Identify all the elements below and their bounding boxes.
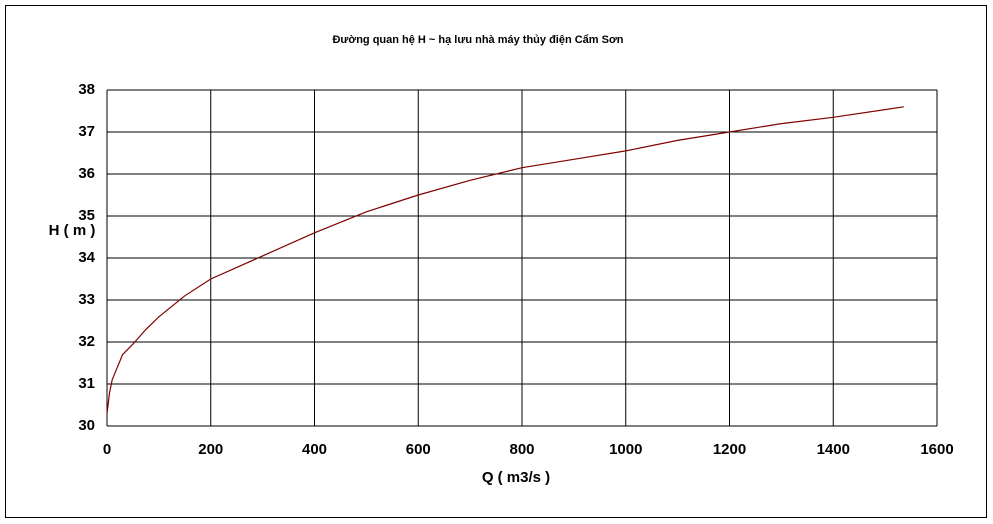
x-tick-label: 400 [302, 441, 327, 458]
y-tick-label: 37 [78, 123, 95, 140]
x-tick-label: 1000 [609, 441, 642, 458]
x-tick-label: 600 [406, 441, 431, 458]
x-tick-label: 800 [509, 441, 534, 458]
chart-frame [5, 5, 987, 518]
x-tick-label: 1200 [713, 441, 746, 458]
y-tick-label: 36 [78, 165, 95, 182]
x-tick-label: 0 [103, 441, 111, 458]
x-tick-label: 1400 [817, 441, 850, 458]
x-tick-label: 200 [198, 441, 223, 458]
y-tick-label: 34 [78, 249, 95, 266]
y-tick-label: 32 [78, 333, 95, 350]
y-tick-label: 33 [78, 291, 95, 308]
y-tick-label: 31 [78, 375, 95, 392]
y-tick-label: 35 [78, 207, 95, 224]
y-tick-label: 30 [78, 417, 95, 434]
x-axis-label: Q ( m3/s ) [482, 469, 550, 486]
y-tick-label: 38 [78, 81, 95, 98]
line-series [106, 106, 904, 414]
y-axis-label: H ( m ) [49, 222, 96, 239]
chart-title: Đường quan hệ H ~ hạ lưu nhà máy thủy đi… [332, 34, 623, 46]
x-tick-label: 1600 [920, 441, 953, 458]
